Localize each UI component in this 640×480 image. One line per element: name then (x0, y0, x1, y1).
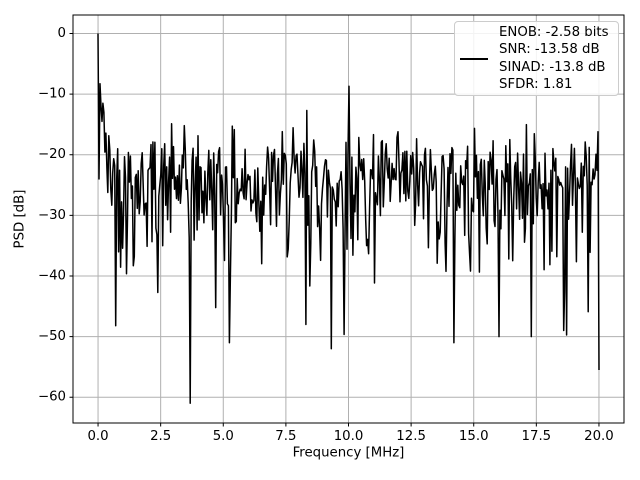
y-tick-label: 0 (58, 26, 66, 41)
x-tick-label: 7.5 (275, 429, 296, 444)
x-tick-label: 20.0 (584, 429, 614, 444)
legend-enob-value: ENOB: -2.58 bits (499, 25, 609, 41)
x-tick-label: 15.0 (459, 429, 489, 444)
psd-line-legend-sample-icon (460, 57, 488, 60)
legend-sfdr-value: SFDR: 1.81 (499, 76, 573, 92)
x-tick-label: 10.0 (334, 429, 364, 444)
y-axis-title: PSD [dB] (13, 190, 28, 249)
x-tick-label: 17.5 (522, 429, 552, 444)
y-tick-label: −10 (38, 87, 66, 102)
y-tick-label: −20 (38, 147, 66, 162)
psd-series-line (97, 33, 600, 405)
x-tick-label: 0.0 (87, 429, 108, 444)
x-tick-label: 2.5 (150, 429, 171, 444)
legend: ENOB: -2.58 bits SNR: -13.58 dB SINAD: -… (454, 21, 619, 96)
y-tick-label: −30 (38, 208, 66, 223)
x-axis-title: Frequency [MHz] (293, 446, 405, 461)
y-tick-label: −60 (38, 390, 66, 405)
legend-snr-value: SNR: -13.58 dB (499, 42, 600, 58)
legend-text-block: ENOB: -2.58 bits SNR: -13.58 dB SINAD: -… (499, 24, 609, 93)
x-tick-label: 12.5 (396, 429, 426, 444)
y-tick-label: −40 (38, 268, 66, 283)
y-tick-label: −50 (38, 329, 66, 344)
x-tick-label: 5.0 (213, 429, 234, 444)
legend-sinad-value: SINAD: -13.8 dB (499, 59, 606, 75)
